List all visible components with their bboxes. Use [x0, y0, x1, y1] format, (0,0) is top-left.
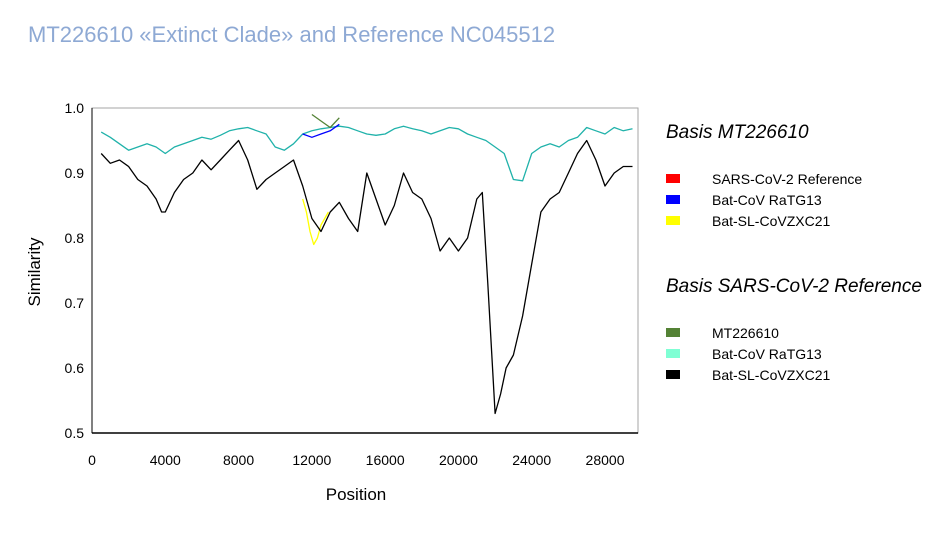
legend-swatch	[666, 216, 680, 225]
y-tick-label: 0.7	[65, 295, 85, 311]
legend-label: Bat-CoV RaTG13	[712, 345, 822, 362]
legend-swatch	[666, 370, 680, 379]
legend-swatch	[666, 195, 680, 204]
y-tick-label: 0.5	[65, 425, 85, 441]
legend-swatch	[666, 174, 680, 183]
legend-heading: Basis MT226610	[666, 122, 809, 143]
legend-label: Bat-CoV RaTG13	[712, 191, 822, 208]
legend-label: MT226610	[712, 324, 779, 341]
chart-marks	[100, 113, 633, 415]
x-tick-label: 28000	[586, 452, 625, 468]
series-line	[302, 123, 340, 138]
x-tick-label: 12000	[292, 452, 331, 468]
y-ticks: 0.5 0.6 0.7 0.8 0.9 1.0	[65, 100, 85, 441]
x-ticks: 0 4000 8000 12000 16000 20000 24000 28000	[88, 452, 625, 468]
legend-item: SARS-CoV-2 Reference	[666, 168, 862, 189]
x-tick-label: 0	[88, 452, 96, 468]
legend-swatch	[666, 349, 680, 358]
x-tick-label: 24000	[512, 452, 551, 468]
series-line	[311, 113, 340, 129]
x-tick-label: 4000	[150, 452, 181, 468]
y-tick-label: 1.0	[65, 100, 85, 116]
x-tick-label: 8000	[223, 452, 254, 468]
legend-item: Bat-CoV RaTG13	[666, 189, 862, 210]
legend-label: SARS-CoV-2 Reference	[712, 170, 863, 187]
legend-swatch	[666, 328, 680, 337]
legend-label: Bat-SL-CoVZXC21	[712, 212, 831, 229]
x-axis-title: Position	[326, 485, 386, 504]
legend-item: Bat-SL-CoVZXC21	[666, 210, 862, 231]
legend-heading: Basis SARS-CoV-2 Reference	[666, 276, 922, 297]
y-tick-label: 0.8	[65, 230, 85, 246]
legend-item: Bat-SL-CoVZXC21	[666, 364, 922, 385]
chart-title: MT226610 «Extinct Clade» and Reference N…	[28, 22, 556, 47]
plot-area	[91, 107, 639, 434]
x-tick-label: 20000	[439, 452, 478, 468]
legend-group-sars-cov-2-reference: Basis SARS-CoV-2 Reference MT226610 Bat-…	[666, 276, 922, 385]
legend-item: Bat-CoV RaTG13	[666, 343, 922, 364]
series-line	[302, 198, 329, 246]
legend-group-mt226610: Basis MT226610 SARS-CoV-2 Reference Bat-…	[666, 122, 862, 231]
series-line	[100, 125, 633, 182]
legend-item: MT226610	[666, 322, 922, 343]
x-tick-label: 16000	[366, 452, 405, 468]
y-tick-label: 0.9	[65, 165, 85, 181]
series-line	[100, 139, 633, 415]
legend-label: Bat-SL-CoVZXC21	[712, 366, 831, 383]
y-tick-label: 0.6	[65, 360, 85, 376]
y-axis-title: Similarity	[25, 237, 44, 306]
